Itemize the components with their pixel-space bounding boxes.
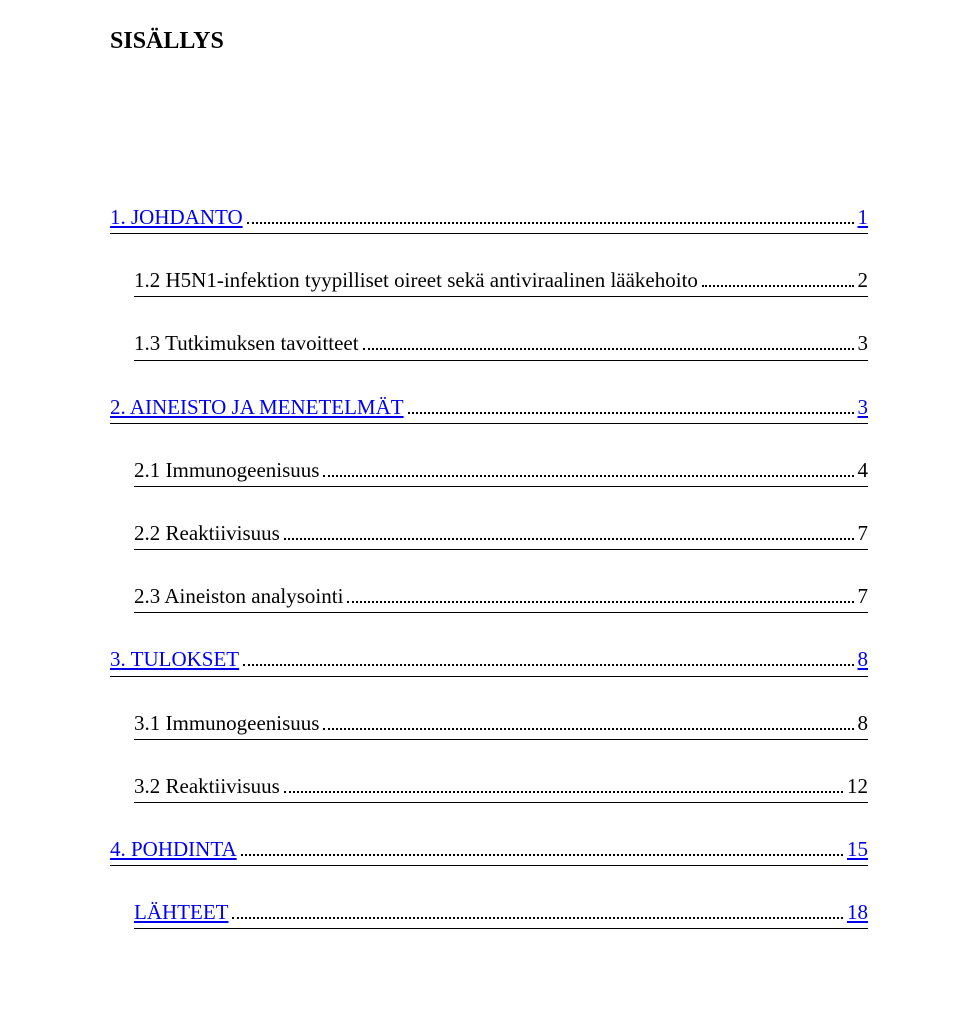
toc-leader-dots: [408, 412, 854, 414]
toc-entry-page[interactable]: 8: [858, 647, 869, 672]
toc-entry-page[interactable]: 3: [858, 395, 869, 420]
toc-entry-underline: [134, 802, 868, 803]
toc-leader-dots: [323, 475, 853, 477]
toc-entry-label: 3.2 Reaktiivisuus: [134, 774, 280, 799]
toc-entry-underline: [134, 739, 868, 740]
toc-entry-label: 2.3 Aineiston analysointi: [134, 584, 343, 609]
toc-entry-underline: [110, 423, 868, 424]
toc-entry-page[interactable]: 18: [847, 900, 868, 925]
toc-entry-underline: [134, 360, 868, 361]
toc-entry-page: 3: [858, 331, 869, 356]
toc-entry-page: 12: [847, 774, 868, 799]
toc-entry: 2. AINEISTO JA MENETELMÄT 3: [110, 395, 868, 424]
toc-entry-label[interactable]: 4. POHDINTA: [110, 837, 237, 862]
toc-entry: 4. POHDINTA 15: [110, 837, 868, 866]
toc-leader-dots: [284, 538, 854, 540]
toc-leader-dots: [323, 728, 853, 730]
toc-entry: 2.1 Immunogeenisuus 4: [134, 458, 868, 487]
toc-entry-line: 2.1 Immunogeenisuus 4: [134, 458, 868, 483]
toc-entry: 3.2 Reaktiivisuus 12: [134, 774, 868, 803]
toc-entry-label[interactable]: LÄHTEET: [134, 900, 228, 925]
toc-entry-underline: [134, 549, 868, 550]
toc-entry-label[interactable]: 3. TULOKSET: [110, 647, 239, 672]
toc-entry-label: 2.2 Reaktiivisuus: [134, 521, 280, 546]
toc-entry-line: 3.1 Immunogeenisuus 8: [134, 711, 868, 736]
toc-entry-underline: [110, 233, 868, 234]
toc-entry-page[interactable]: 15: [847, 837, 868, 862]
toc-entry-line: 1. JOHDANTO 1: [110, 205, 868, 230]
toc-entry-label[interactable]: 2. AINEISTO JA MENETELMÄT: [110, 395, 404, 420]
toc-entry-page: 8: [858, 711, 869, 736]
toc-entry-underline: [134, 296, 868, 297]
toc-entry-label[interactable]: 1. JOHDANTO: [110, 205, 243, 230]
toc-entry-page: 4: [858, 458, 869, 483]
toc-leader-dots: [232, 917, 843, 919]
toc-entry-line: LÄHTEET 18: [134, 900, 868, 925]
toc-entry-label: 2.1 Immunogeenisuus: [134, 458, 319, 483]
toc-entry-underline: [110, 865, 868, 866]
toc-entry-line: 3.2 Reaktiivisuus 12: [134, 774, 868, 799]
page: SISÄLLYS 1. JOHDANTO 1 1.2 H5N1-infektion …: [0, 0, 960, 929]
toc-entry-underline: [134, 928, 868, 929]
toc-entry: 1. JOHDANTO 1: [110, 205, 868, 234]
toc-entry: 2.2 Reaktiivisuus 7: [134, 521, 868, 550]
toc-entry: LÄHTEET 18: [134, 900, 868, 929]
toc-entry-underline: [134, 486, 868, 487]
toc-entry: 1.2 H5N1-infektion tyypilliset oireet se…: [134, 268, 868, 297]
page-title: SISÄLLYS: [110, 28, 870, 55]
toc-entry-line: 3. TULOKSET 8: [110, 647, 868, 672]
toc-leader-dots: [243, 664, 853, 666]
toc-entry-page: 7: [858, 521, 869, 546]
toc-leader-dots: [702, 285, 854, 287]
toc-leader-dots: [241, 854, 843, 856]
toc-entry-line: 2.2 Reaktiivisuus 7: [134, 521, 868, 546]
toc-entry-label: 1.3 Tutkimuksen tavoitteet: [134, 331, 359, 356]
toc-entry-line: 2.3 Aineiston analysointi 7: [134, 584, 868, 609]
toc-entry-line: 2. AINEISTO JA MENETELMÄT 3: [110, 395, 868, 420]
toc-entry: 3. TULOKSET 8: [110, 647, 868, 676]
toc-entry-line: 1.3 Tutkimuksen tavoitteet 3: [134, 331, 868, 356]
toc-leader-dots: [284, 791, 843, 793]
toc-leader-dots: [363, 348, 854, 350]
toc-entry: 1.3 Tutkimuksen tavoitteet 3: [134, 331, 868, 360]
toc-entry-underline: [134, 612, 868, 613]
table-of-contents: 1. JOHDANTO 1 1.2 H5N1-infektion tyypillis…: [110, 205, 868, 929]
toc-entry-page: 7: [858, 584, 869, 609]
toc-entry: 2.3 Aineiston analysointi 7: [134, 584, 868, 613]
toc-entry-label: 1.2 H5N1-infektion tyypilliset oireet se…: [134, 268, 698, 293]
toc-entry-line: 1.2 H5N1-infektion tyypilliset oireet se…: [134, 268, 868, 293]
toc-entry-line: 4. POHDINTA 15: [110, 837, 868, 862]
toc-leader-dots: [347, 601, 853, 603]
toc-entry-page: 2: [858, 268, 869, 293]
toc-entry-underline: [110, 676, 868, 677]
toc-leader-dots: [247, 222, 854, 224]
toc-entry-label: 3.1 Immunogeenisuus: [134, 711, 319, 736]
toc-entry-page[interactable]: 1: [858, 205, 869, 230]
toc-entry: 3.1 Immunogeenisuus 8: [134, 711, 868, 740]
